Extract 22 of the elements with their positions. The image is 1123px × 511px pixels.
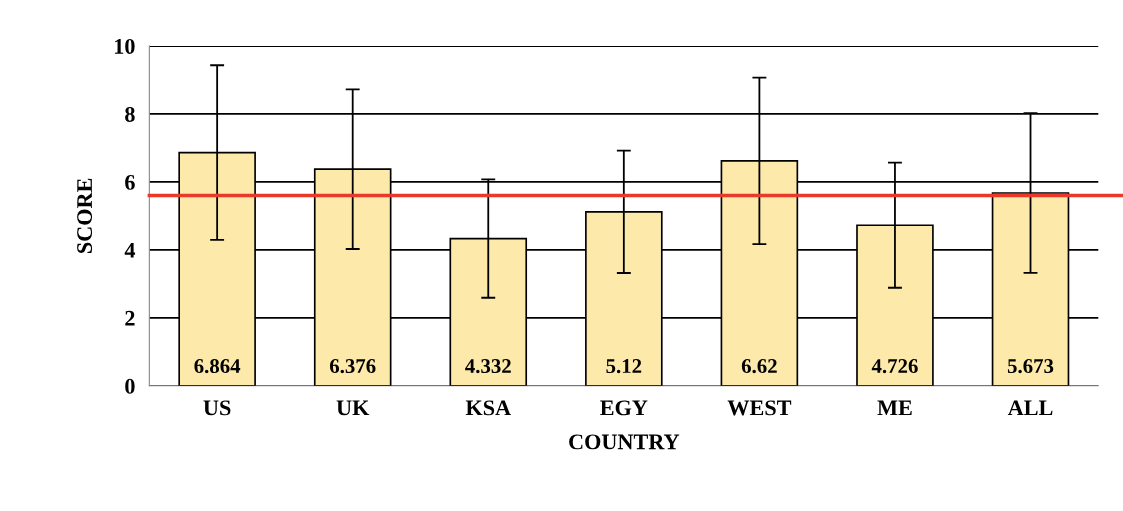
data-label: 6.62	[741, 359, 777, 374]
data-label: 5.673	[1007, 359, 1054, 374]
x-tick-label: WEST	[727, 400, 792, 416]
y-tick-label: 2	[125, 310, 135, 326]
y-tick-label: 6	[125, 174, 135, 190]
x-tick-label: EGY	[600, 400, 648, 416]
y-axis-title: SCORE	[77, 178, 93, 253]
x-tick-label: ALL	[1007, 400, 1053, 416]
data-label: 6.376	[329, 359, 376, 374]
y-tick-label: 8	[125, 106, 135, 122]
y-tick-label: 0	[125, 378, 135, 394]
data-label: 4.726	[871, 359, 918, 374]
y-tick-label: 10	[115, 38, 135, 54]
x-tick-label: ME	[877, 400, 912, 416]
y-tick-label: 4	[124, 242, 136, 258]
data-label: 5.12	[606, 359, 642, 374]
x-tick-label: UK	[336, 400, 370, 416]
data-label: 4.332	[465, 359, 511, 374]
x-tick-label: US	[203, 400, 231, 416]
data-label: 6.864	[194, 359, 241, 374]
x-axis-title: COUNTRY	[569, 434, 680, 450]
x-tick-label: KSA	[465, 400, 511, 416]
